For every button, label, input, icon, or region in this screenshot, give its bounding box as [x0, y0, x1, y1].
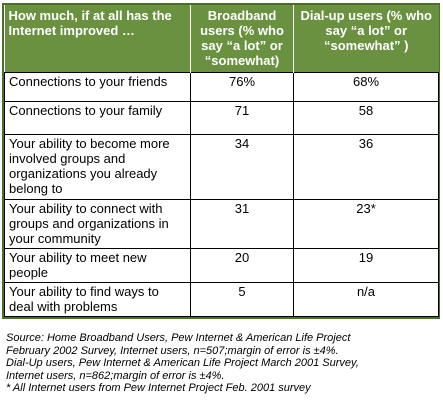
source-line: Internet users, n=862;margin of error is…	[6, 369, 225, 382]
broadband-value: 20	[190, 248, 294, 283]
dialup-value: 23*	[293, 199, 439, 249]
source-line: Source: Home Broadband Users, Pew Intern…	[6, 332, 351, 344]
row-label: Your ability to find ways to deal with p…	[4, 282, 191, 317]
table-row: Your ability to meet new people 20 19	[4, 248, 439, 283]
source-line: Dial-Up users, Pew Internet & American L…	[6, 357, 359, 369]
dialup-value: 19	[293, 248, 439, 283]
row-label: Connections to your friends	[4, 72, 191, 102]
header-broadband: Broadband users (% who say “a lot” or “s…	[190, 5, 294, 73]
table-header-row: How much, if at all has the Internet imp…	[4, 5, 439, 73]
dialup-value: n/a	[293, 282, 439, 317]
dialup-value: 36	[293, 134, 439, 200]
table-row: Connections to your friends 76% 68%	[4, 72, 439, 102]
broadband-value: 71	[190, 101, 294, 135]
source-line: February 2002 Survey, Internet users, n=…	[6, 344, 339, 357]
source-notes: Source: Home Broadband Users, Pew Intern…	[6, 332, 438, 395]
table-row: Your ability to find ways to deal with p…	[4, 282, 439, 317]
dialup-value: 68%	[293, 72, 439, 102]
header-question: How much, if at all has the Internet imp…	[4, 5, 191, 73]
survey-table-container: How much, if at all has the Internet imp…	[2, 3, 440, 319]
broadband-value: 34	[190, 134, 294, 200]
table-row: Your ability to become more involved gro…	[4, 134, 439, 200]
row-label: Connections to your family	[4, 101, 191, 135]
table-row: Connections to your family 71 58	[4, 101, 439, 135]
broadband-value: 31	[190, 199, 294, 249]
row-label: Your ability to connect with groups and …	[4, 199, 191, 249]
table-row: Your ability to connect with groups and …	[4, 199, 439, 249]
row-label: Your ability to meet new people	[4, 248, 191, 283]
survey-table: How much, if at all has the Internet imp…	[4, 5, 439, 317]
dialup-value: 58	[293, 101, 439, 135]
header-dialup: Dial-up users (% who say “a lot” or “som…	[293, 5, 439, 73]
broadband-value: 5	[190, 282, 294, 317]
footnote: * All Internet users from Pew Internet P…	[6, 382, 311, 394]
broadband-value: 76%	[190, 72, 294, 102]
row-label: Your ability to become more involved gro…	[4, 134, 191, 200]
